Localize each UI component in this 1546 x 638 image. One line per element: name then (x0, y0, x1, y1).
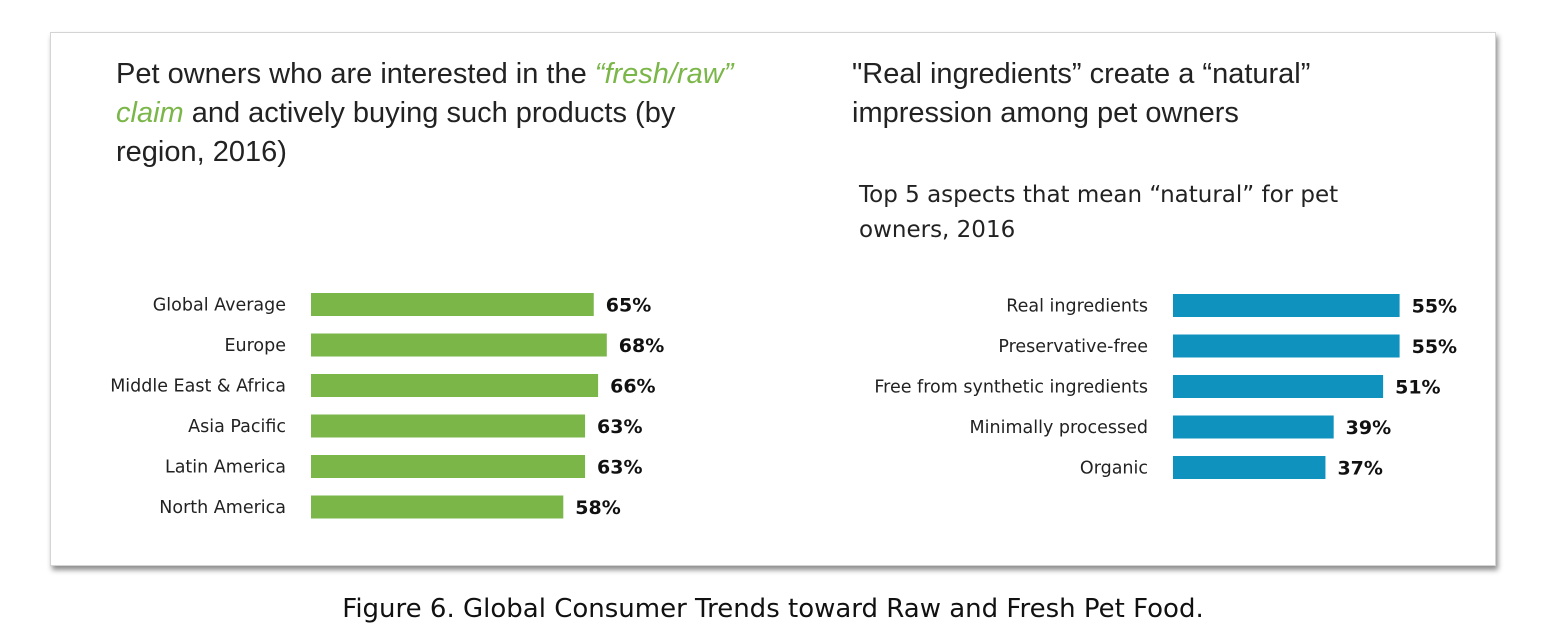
value-label: 51% (1395, 377, 1440, 399)
category-label: Minimally processed (970, 418, 1148, 438)
left-chart-heading: Pet owners who are interested in the “fr… (116, 55, 756, 172)
category-label: Organic (1080, 459, 1148, 479)
bar (1173, 294, 1400, 317)
bar (311, 374, 599, 397)
right-chart-subtitle: Top 5 aspects that mean “natural” for pe… (859, 182, 1339, 243)
bar (311, 293, 594, 316)
category-label: Asia Pacific (188, 417, 286, 437)
category-label: Preservative-free (998, 337, 1148, 357)
category-label: Europe (224, 336, 286, 356)
value-label: 68% (619, 335, 664, 357)
bar (1173, 334, 1400, 358)
category-label: Middle East & Africa (110, 377, 286, 397)
region-interest-bar-chart: Global Average 65% Europe 68% Middle East & … (110, 293, 664, 519)
category-label: Latin America (165, 458, 286, 478)
figure-caption: Figure 6. Global Consumer Trends toward … (342, 594, 1204, 624)
category-label: Real ingredients (1006, 297, 1148, 317)
value-label: 66% (610, 376, 655, 398)
value-label: 55% (1412, 336, 1457, 358)
bar (1173, 456, 1326, 479)
value-label: 37% (1337, 458, 1382, 480)
right-chart-heading: "Real ingredients” create a “natural” im… (852, 58, 1311, 129)
value-label: 65% (606, 295, 651, 317)
category-label: North America (159, 498, 286, 518)
natural-aspects-bar-chart: Real ingredients 55% Preservative-free 55% F… (874, 294, 1457, 480)
category-label: Global Average (153, 296, 286, 316)
value-label: 55% (1412, 296, 1457, 318)
category-label: Free from synthetic ingredients (874, 378, 1148, 398)
value-label: 58% (575, 497, 620, 519)
left-heading-part-2: and actively buying such products (by re… (116, 97, 676, 168)
value-label: 39% (1346, 417, 1391, 439)
bar (311, 333, 607, 357)
fresh-raw-claim-highlight: “fresh/raw” claim (116, 58, 734, 129)
bar (1173, 415, 1334, 439)
value-label: 63% (597, 416, 642, 438)
left-heading-part-1: Pet owners who are interested in the (116, 58, 595, 90)
bar (311, 495, 564, 519)
bar (1173, 375, 1384, 398)
bar (311, 414, 586, 438)
bar (311, 455, 586, 478)
value-label: 63% (597, 457, 642, 479)
figure-card: Pet owners who are interested in the “fr… (50, 32, 1496, 566)
